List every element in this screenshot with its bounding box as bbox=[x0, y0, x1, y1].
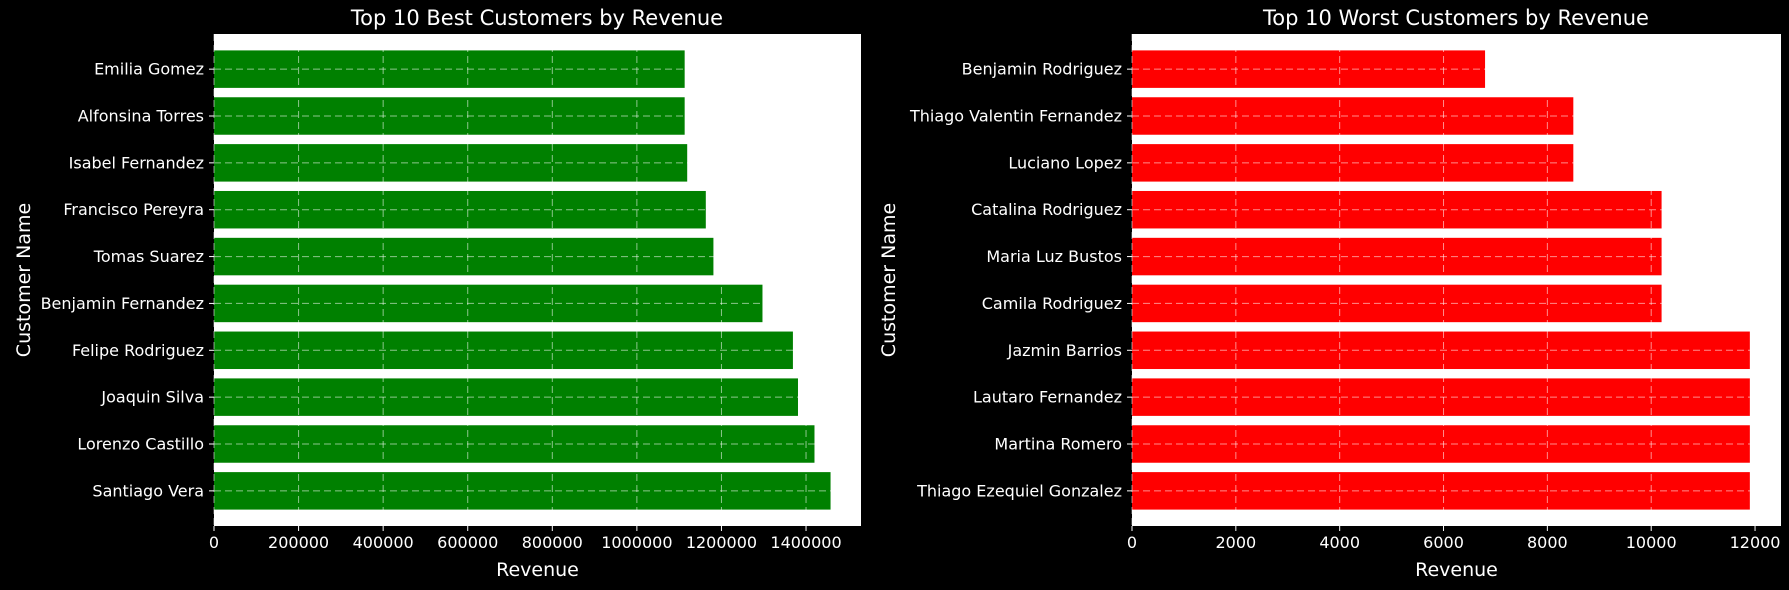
x-tick-label: 10000 bbox=[1626, 533, 1677, 552]
x-tick-label: 2000 bbox=[1215, 533, 1256, 552]
y-tick-label: Jazmin Barrios bbox=[1007, 341, 1122, 360]
y-tick-label: Benjamin Fernandez bbox=[41, 294, 204, 313]
x-tick-label: 1000000 bbox=[601, 533, 672, 552]
y-tick-label: Martina Romero bbox=[994, 435, 1122, 454]
y-tick-label: Isabel Fernandez bbox=[69, 153, 204, 172]
x-tick-label: 400000 bbox=[353, 533, 414, 552]
y-tick-label: Tomas Suarez bbox=[93, 247, 204, 266]
x-tick-label: 200000 bbox=[268, 533, 329, 552]
x-tick-label: 8000 bbox=[1527, 533, 1568, 552]
y-tick-label: Luciano Lopez bbox=[1008, 153, 1122, 172]
x-tick-label: 4000 bbox=[1319, 533, 1360, 552]
y-tick-label: Santiago Vera bbox=[92, 481, 204, 500]
chart-2: Thiago Ezequiel Gonzalez Martina Romero La… bbox=[878, 6, 1781, 581]
chart-1: Santiago Vera Lorenzo Castillo Joaquin Sil… bbox=[13, 6, 861, 581]
x-axis-label: Revenue bbox=[1415, 559, 1498, 581]
chart-title: Top 10 Worst Customers by Revenue bbox=[1262, 6, 1649, 30]
chart-title: Top 10 Best Customers by Revenue bbox=[350, 6, 723, 30]
x-tick-label: 600000 bbox=[437, 533, 498, 552]
y-tick-label: Felipe Rodriguez bbox=[72, 341, 204, 360]
y-tick-label: Joaquin Silva bbox=[100, 388, 204, 407]
x-tick-label: 800000 bbox=[522, 533, 583, 552]
x-tick-label: 1200000 bbox=[686, 533, 757, 552]
y-tick-label: Thiago Valentin Fernandez bbox=[909, 107, 1122, 126]
x-axis-label: Revenue bbox=[496, 559, 579, 581]
y-tick-label: Alfonsina Torres bbox=[78, 107, 204, 126]
x-tick-label: 0 bbox=[209, 533, 219, 552]
y-tick-label: Emilia Gomez bbox=[94, 60, 204, 79]
y-tick-label: Maria Luz Bustos bbox=[986, 247, 1122, 266]
y-tick-label: Lautaro Fernandez bbox=[973, 388, 1122, 407]
y-tick-label: Thiago Ezequiel Gonzalez bbox=[916, 481, 1122, 500]
y-tick-label: Francisco Pereyra bbox=[63, 200, 204, 219]
x-tick-label: 12000 bbox=[1730, 533, 1781, 552]
y-axis-label: Customer Name bbox=[13, 203, 35, 357]
x-tick-label: 6000 bbox=[1423, 533, 1464, 552]
y-tick-label: Camila Rodriguez bbox=[982, 294, 1122, 313]
y-tick-label: Catalina Rodriguez bbox=[971, 200, 1122, 219]
y-tick-label: Benjamin Rodriguez bbox=[962, 60, 1122, 79]
y-tick-label: Lorenzo Castillo bbox=[77, 435, 204, 454]
x-tick-label: 0 bbox=[1127, 533, 1137, 552]
x-tick-label: 1400000 bbox=[770, 533, 841, 552]
y-axis-label: Customer Name bbox=[878, 203, 900, 357]
